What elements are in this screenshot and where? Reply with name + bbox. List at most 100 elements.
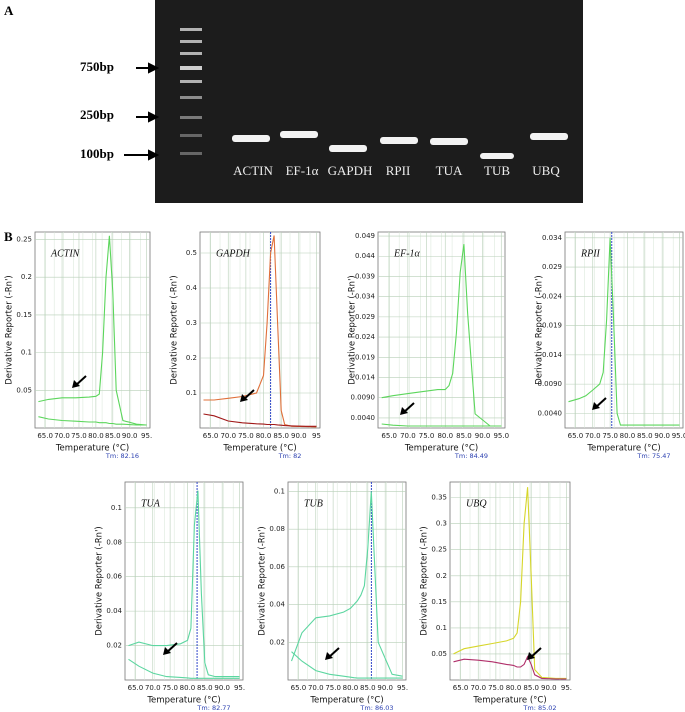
y-axis-label: Derivative Reporter (-Rn') xyxy=(5,275,15,384)
y-tick-label: 0.1 xyxy=(186,389,197,397)
x-tick-label: 95.0 xyxy=(493,432,509,440)
melt-curve xyxy=(38,235,147,426)
melt-curve-panel: 0.020.040.060.080.165.0 70.0 75.0 80.0 85.0 9… xyxy=(258,481,408,712)
y-axis-label: Derivative Reporter (-Rn') xyxy=(420,526,430,635)
x-tick-label: 95 xyxy=(312,432,321,440)
x-tick-label: 95. xyxy=(397,684,408,692)
x-axis-label: Temperature (°C) xyxy=(586,444,660,454)
x-tick-label: 75.0 xyxy=(71,432,87,440)
y-tick-label: 0.014 xyxy=(355,373,376,381)
y-tick-label: 0.15 xyxy=(431,598,447,606)
panel-title: UBQ xyxy=(466,498,487,509)
x-tick-label: 85.0 xyxy=(360,684,376,692)
y-tick-label: 0.06 xyxy=(269,563,285,571)
x-tick-label: 80.0 xyxy=(620,432,636,440)
x-tick-label: 85.0 xyxy=(523,684,539,692)
y-tick-label: 0.0040 xyxy=(351,414,376,422)
y-tick-label: 0.4 xyxy=(186,284,198,292)
panel-title: EF-1α xyxy=(393,248,421,259)
melt-curve-panel: 0.05 0.1 0.15 0.2 0.25 0.3 0.35 65.0 70.0 75.0 80.… xyxy=(420,481,572,712)
y-tick-label: 0.029 xyxy=(355,313,375,321)
x-tick-label: 70.0 xyxy=(470,684,486,692)
melt-curve xyxy=(38,416,147,426)
y-tick-label: 0.0090 xyxy=(538,380,563,388)
x-axis-label: Temperature (°C) xyxy=(472,696,546,706)
arrow-head xyxy=(400,407,408,415)
marker-label: 250bp xyxy=(80,107,114,122)
y-tick-label: 0.1 xyxy=(111,504,122,512)
melt-curve-panel: 0.05 0.1 0.15 0.2 0.25 65.0 70.0 75.0 80.0 85.0 90… xyxy=(5,231,152,460)
y-tick-label: 0.2 xyxy=(21,273,32,281)
y-tick-label: 0.02 xyxy=(269,638,285,646)
melt-curve xyxy=(381,423,502,427)
panel-title: ACTIN xyxy=(50,248,81,259)
x-tick-label: 70.0 xyxy=(308,684,324,692)
y-tick-label: 0.1 xyxy=(436,624,447,632)
x-axis-label: Temperature (°C) xyxy=(309,696,383,706)
y-tick-label: 0.3 xyxy=(436,520,447,528)
y-tick-label: 0.3 xyxy=(186,319,197,327)
x-tick-label: 65.0 xyxy=(453,684,469,692)
panel-title: TUB xyxy=(304,498,323,509)
marker-labels: 750bp 250bp 100bp xyxy=(80,59,114,161)
arrow-head xyxy=(592,402,600,410)
x-tick-label: 90.0 xyxy=(541,684,557,692)
y-tick-label: 0.08 xyxy=(106,538,122,546)
x-axis-label: Temperature (°C) xyxy=(222,444,296,454)
gel-background xyxy=(155,0,583,203)
y-axis-label: Derivative Reporter (-Rn') xyxy=(535,275,545,384)
tm-annotation: Tm: 82.77 xyxy=(196,704,230,712)
y-tick-label: 0.019 xyxy=(542,322,562,330)
y-tick-label: 0.04 xyxy=(106,607,122,615)
y-tick-label: 0.02 xyxy=(106,642,122,650)
y-tick-label: 0.024 xyxy=(542,292,563,300)
y-tick-label: 0.024 xyxy=(355,333,376,341)
y-tick-label: 0.06 xyxy=(106,573,122,581)
y-tick-label: 0.04 xyxy=(269,601,285,609)
x-tick-label: 80.0 xyxy=(256,432,272,440)
x-tick-label: 65.0 xyxy=(203,432,219,440)
x-tick-label: 75.0 xyxy=(325,684,341,692)
arrow-head xyxy=(72,380,80,388)
y-tick-label: 0.049 xyxy=(355,232,375,240)
tm-annotation: Tm: 86.03 xyxy=(359,704,393,712)
y-axis-label: Derivative Reporter (-Rn') xyxy=(348,275,358,384)
x-tick-label: 90.0 xyxy=(654,432,670,440)
y-tick-label: 0.15 xyxy=(16,311,32,319)
panel-label: A xyxy=(4,3,14,18)
x-tick-label: 80.0 xyxy=(88,432,104,440)
y-tick-label: 0.1 xyxy=(21,349,32,357)
y-tick-label: 0.1 xyxy=(274,487,285,495)
x-tick-label: 80.0 xyxy=(437,432,453,440)
x-tick-label: 90.0 xyxy=(214,684,230,692)
x-tick-label: 80.0 xyxy=(506,684,522,692)
x-tick-label: 75.0 xyxy=(419,432,435,440)
lane-label: EF-1α xyxy=(286,163,319,178)
x-tick-label: 90.0 xyxy=(122,432,138,440)
y-tick-label: 0.05 xyxy=(16,386,32,394)
y-tick-label: 0.25 xyxy=(431,546,447,554)
melt-curve xyxy=(453,487,567,679)
melt-curve-panel: 0.020.040.060.080.165.0 70.0 75.0 80.0 85.0 9… xyxy=(95,481,245,712)
y-tick-label: 0.05 xyxy=(431,650,447,658)
y-tick-label: 0.2 xyxy=(436,572,447,580)
y-tick-label: 0.014 xyxy=(542,351,563,359)
x-tick-label: 95. xyxy=(561,684,572,692)
x-tick-label: 70.0 xyxy=(145,684,161,692)
x-tick-label: 70.0 xyxy=(400,432,416,440)
x-axis-label: Temperature (°C) xyxy=(146,696,220,706)
y-tick-label: 0.35 xyxy=(431,494,447,502)
x-axis-label: Temperature (°C) xyxy=(55,444,129,454)
tm-annotation: Tm: 75.47 xyxy=(636,452,670,460)
arrow-head xyxy=(325,652,333,660)
melt-curve xyxy=(568,237,680,426)
y-tick-label: 0.019 xyxy=(355,353,375,361)
tm-annotation: Tm: 84.49 xyxy=(454,452,488,460)
x-tick-label: 75.0 xyxy=(238,432,254,440)
x-tick-label: 85.0 xyxy=(197,684,213,692)
arrow-head xyxy=(163,647,171,655)
y-axis-label: Derivative Reporter (-Rn') xyxy=(95,526,105,635)
lane-label: RPII xyxy=(386,163,411,178)
x-axis-label: Temperature (°C) xyxy=(404,444,478,454)
melt-curve-panel: 0.0040 0.0090 0.014 0.019 0.024 0.029 0.034 0.0… xyxy=(348,231,509,460)
